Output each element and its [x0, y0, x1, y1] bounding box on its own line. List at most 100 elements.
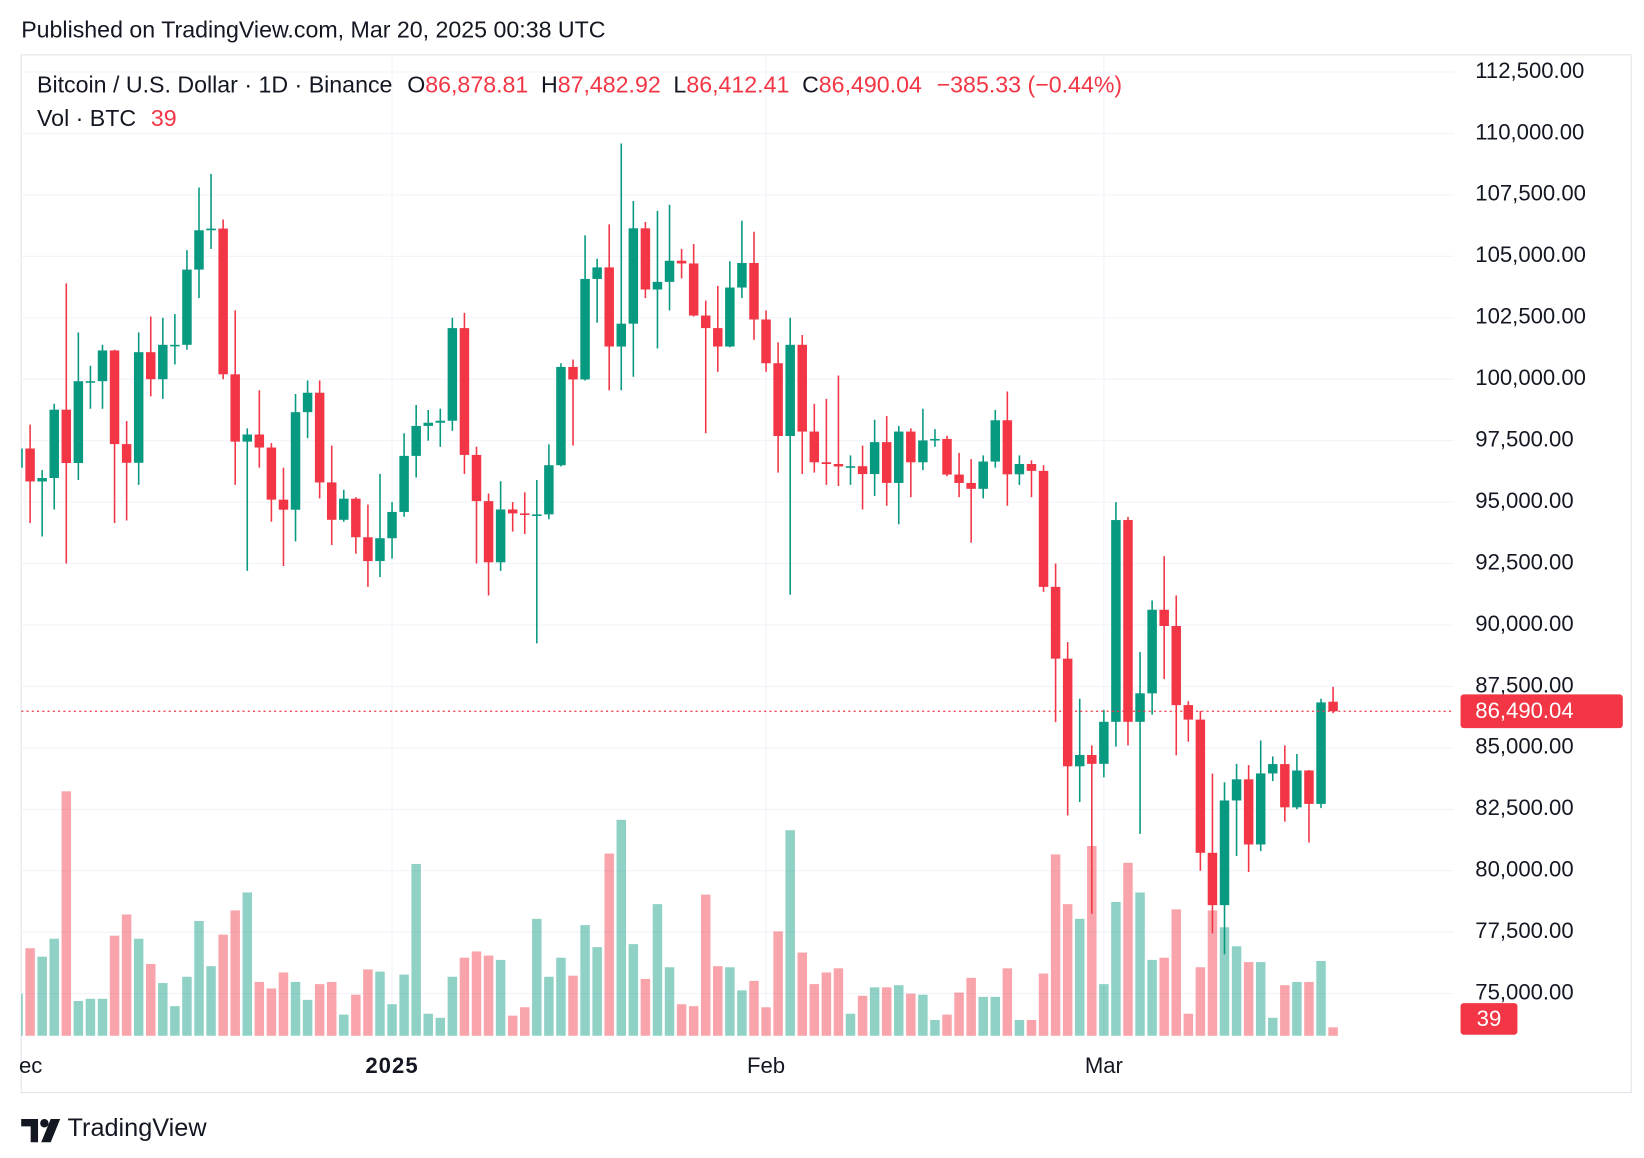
volume-value: 39: [151, 105, 177, 131]
y-tick-label: 95,000.00: [1475, 488, 1573, 513]
volume-bar: [1111, 901, 1121, 1036]
volume-bar: [520, 1007, 530, 1036]
candle-body: [507, 509, 518, 514]
candle-body: [797, 344, 807, 432]
candle-body: [1099, 721, 1109, 764]
volume-bar: [713, 966, 723, 1036]
y-tick-label: 80,000.00: [1475, 857, 1573, 882]
legend-line: Bitcoin / U.S. Dollar · 1D · Binance O86,…: [37, 72, 1122, 98]
candle-body: [471, 454, 482, 502]
candle-body: [1159, 609, 1169, 626]
volume-bar: [930, 1019, 940, 1036]
candle-body: [278, 499, 289, 510]
candle-body: [387, 511, 397, 539]
volume-bar: [230, 910, 240, 1036]
volume-bar: [1207, 910, 1218, 1036]
volume-bar: [833, 968, 844, 1036]
volume-bar: [652, 904, 663, 1036]
candle-body: [25, 448, 35, 482]
volume-bar: [1135, 892, 1145, 1036]
candle-body: [218, 228, 228, 375]
volume-bar: [700, 894, 711, 1036]
candle-body: [1207, 852, 1218, 906]
candle-body: [821, 462, 832, 465]
volume-bar: [194, 920, 204, 1036]
volume-bar: [326, 981, 337, 1036]
volume-bar: [1255, 962, 1266, 1036]
candle-body: [845, 466, 856, 468]
candle-body: [652, 281, 663, 290]
candle-body: [375, 538, 385, 562]
volume-bar: [869, 987, 880, 1036]
volume-bar: [761, 1007, 771, 1036]
volume-bar: [857, 995, 868, 1036]
candle-body: [688, 263, 699, 316]
candle-body: [1243, 779, 1254, 845]
candle-body: [37, 478, 47, 482]
volume-bar: [1038, 973, 1049, 1036]
volume-bar: [821, 972, 832, 1036]
volume-bar: [158, 983, 168, 1036]
symbol-title: Bitcoin / U.S. Dollar · 1D · Binance: [37, 72, 392, 98]
volume-bar: [339, 1014, 349, 1036]
volume-bar: [495, 959, 506, 1036]
volume-bar: [218, 934, 228, 1036]
candle-body: [1268, 764, 1278, 774]
volume-bar: [797, 952, 807, 1036]
x-tick-label: ec: [19, 1053, 42, 1078]
candle-body: [954, 474, 964, 483]
volume-bar: [399, 974, 409, 1036]
volume-bar: [664, 967, 675, 1036]
volume-bar: [785, 830, 795, 1036]
candle-body: [146, 352, 156, 380]
volume-bar: [1002, 968, 1013, 1036]
candle-body: [194, 230, 204, 270]
volume-bar: [556, 957, 566, 1036]
volume-bar: [1171, 909, 1181, 1036]
volume-bar: [1062, 904, 1073, 1036]
legend-change: −385.33 (−0.44%): [937, 72, 1123, 98]
volume-bar: [640, 978, 651, 1036]
brand-logo: [21, 1119, 61, 1143]
y-tick-label: 77,500.00: [1475, 918, 1573, 943]
volume-bar: [725, 967, 735, 1036]
volume-bar: [1074, 918, 1085, 1036]
candle-body: [206, 228, 216, 231]
candle-body: [1074, 754, 1085, 767]
candle-body: [966, 482, 976, 489]
brand-name: TradingView: [68, 1114, 208, 1142]
volume-bar: [97, 998, 108, 1036]
candle-body: [61, 409, 72, 464]
volume-label: 39: [1477, 1006, 1502, 1031]
volume-bar: [1183, 1013, 1194, 1036]
candle-body: [664, 260, 675, 282]
candle-body: [1280, 764, 1290, 808]
volume-bar: [1280, 985, 1290, 1036]
candle-body: [713, 328, 723, 347]
volume-bar: [809, 984, 820, 1036]
volume-bar: [604, 853, 614, 1036]
volume-bar: [1231, 946, 1242, 1036]
candle-body: [326, 482, 337, 520]
candle-body: [1111, 520, 1121, 722]
y-tick-label: 107,500.00: [1475, 181, 1586, 206]
volume-bar: [121, 914, 132, 1036]
candle-body: [314, 392, 325, 483]
legend-value: 86,878.81: [425, 72, 528, 98]
candle-body: [266, 447, 277, 500]
candle-body: [773, 363, 783, 436]
candle-body: [628, 228, 639, 324]
y-tick-label: 75,000.00: [1475, 979, 1573, 1004]
y-tick-label: 90,000.00: [1475, 611, 1573, 636]
volume-bar: [580, 925, 590, 1036]
candle-body: [133, 352, 144, 463]
volume-bar: [592, 947, 602, 1036]
candle-body: [109, 350, 120, 445]
candle-body: [49, 409, 59, 479]
candle-body: [230, 374, 240, 442]
volume-bar: [37, 956, 47, 1036]
volume-bar: [1316, 960, 1326, 1036]
